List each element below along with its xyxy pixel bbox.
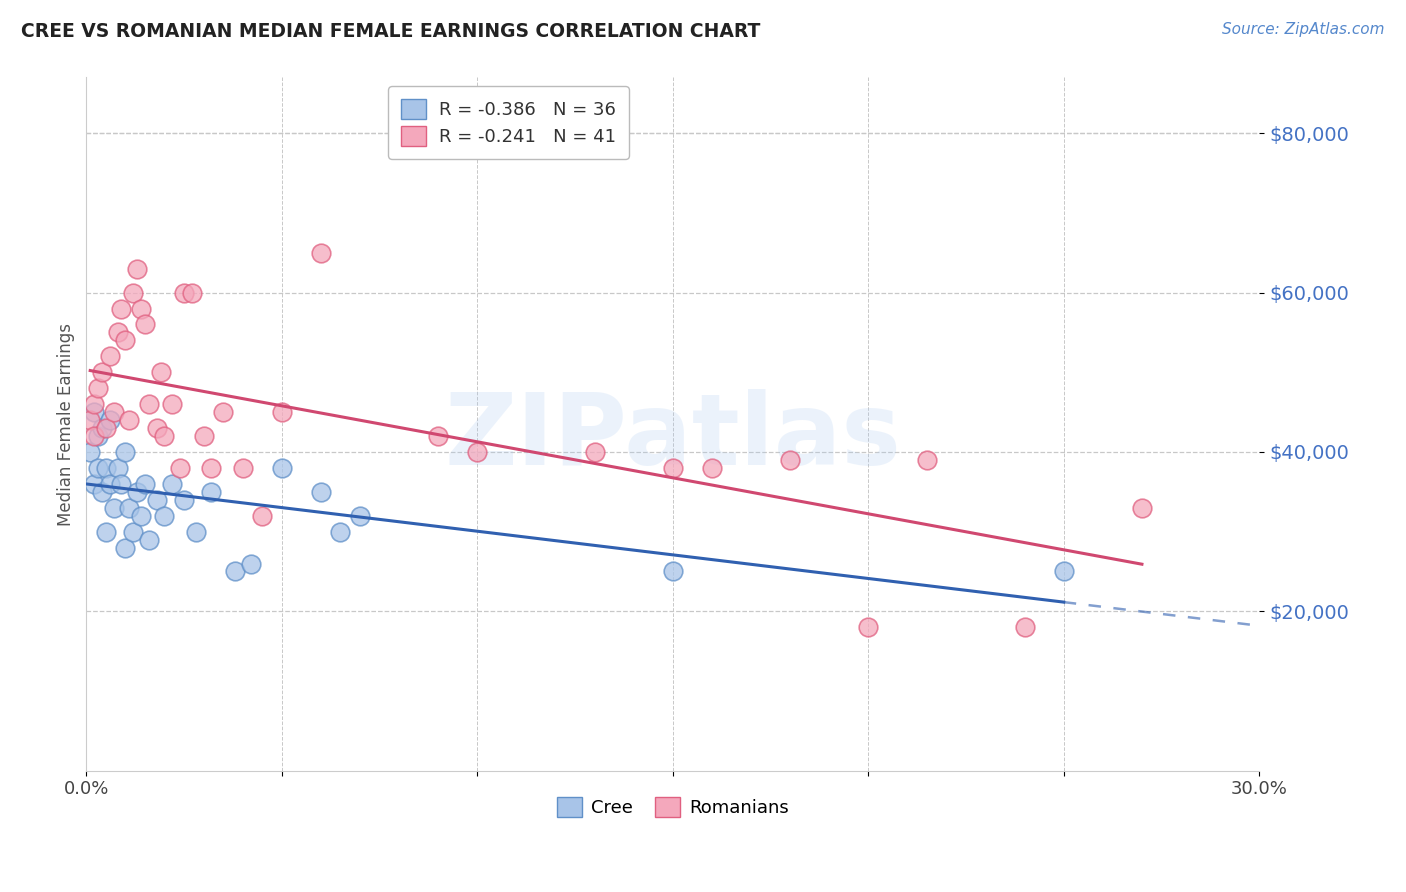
Point (83, 397, 105, 411)
Point (270, 405, 292, 419)
Point (127, 261, 149, 276)
Text: CREE VS ROMANIAN MEDIAN FEMALE EARNINGS CORRELATION CHART: CREE VS ROMANIAN MEDIAN FEMALE EARNINGS … (21, 22, 761, 41)
Point (858, 620, 880, 634)
Point (1014, 620, 1036, 634)
Point (465, 445, 488, 459)
Point (118, 500, 141, 515)
Point (661, 565, 683, 579)
Point (122, 285, 145, 300)
Point (173, 492, 195, 507)
Point (98, 476, 121, 491)
Point (200, 484, 222, 499)
Point (329, 524, 352, 539)
Point (232, 461, 254, 475)
Point (1130, 500, 1153, 515)
Point (1053, 565, 1076, 579)
Y-axis label: Median Female Earnings: Median Female Earnings (58, 323, 75, 525)
Point (145, 421, 167, 435)
Point (184, 524, 207, 539)
Point (180, 285, 202, 300)
Point (700, 461, 723, 475)
Point (79, 413, 101, 427)
Point (118, 413, 141, 427)
Point (83, 476, 105, 491)
Point (103, 500, 125, 515)
Point (94, 461, 117, 475)
Point (122, 524, 145, 539)
Point (427, 429, 450, 443)
Point (212, 405, 235, 419)
Legend: Cree, Romanians: Cree, Romanians (550, 789, 796, 824)
Point (162, 397, 184, 411)
Point (87, 429, 110, 443)
Point (153, 429, 176, 443)
Point (114, 334, 136, 348)
Point (90, 365, 112, 379)
Point (224, 565, 246, 579)
Point (107, 326, 129, 340)
Point (87, 461, 110, 475)
Point (114, 541, 136, 555)
Point (90, 421, 112, 435)
Point (169, 461, 191, 475)
Point (270, 461, 292, 475)
Point (129, 508, 152, 523)
Point (98, 349, 121, 363)
Point (661, 461, 683, 475)
Point (162, 476, 184, 491)
Point (129, 301, 152, 316)
Point (153, 508, 176, 523)
Text: ZIPatlas: ZIPatlas (444, 390, 901, 486)
Point (138, 533, 160, 547)
Point (200, 461, 222, 475)
Point (98, 413, 121, 427)
Text: Source: ZipAtlas.com: Source: ZipAtlas.com (1222, 22, 1385, 37)
Point (110, 476, 132, 491)
Point (94, 421, 117, 435)
Point (915, 453, 938, 467)
Point (193, 429, 215, 443)
Point (309, 245, 332, 260)
Point (90, 484, 112, 499)
Point (94, 524, 117, 539)
Point (349, 508, 371, 523)
Point (87, 381, 110, 395)
Point (83, 405, 105, 419)
Point (583, 445, 606, 459)
Point (239, 557, 262, 571)
Point (79, 445, 101, 459)
Point (149, 365, 172, 379)
Point (134, 476, 156, 491)
Point (83, 429, 105, 443)
Point (779, 453, 801, 467)
Point (110, 301, 132, 316)
Point (252, 508, 274, 523)
Point (138, 397, 160, 411)
Point (309, 484, 332, 499)
Point (103, 405, 125, 419)
Point (114, 445, 136, 459)
Point (127, 484, 149, 499)
Point (145, 492, 167, 507)
Point (173, 285, 195, 300)
Point (134, 318, 156, 332)
Point (107, 461, 129, 475)
